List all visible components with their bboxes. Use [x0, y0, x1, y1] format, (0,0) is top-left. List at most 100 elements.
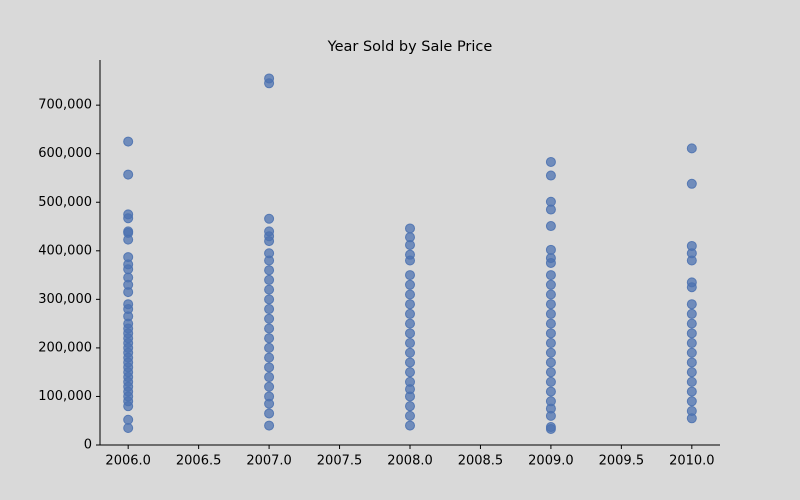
point — [123, 213, 134, 224]
point — [545, 357, 556, 368]
point — [264, 236, 275, 247]
point — [545, 376, 556, 387]
point — [264, 398, 275, 409]
point — [264, 294, 275, 305]
point — [686, 282, 697, 293]
point — [264, 313, 275, 324]
point — [123, 414, 134, 425]
point — [545, 410, 556, 421]
point — [264, 372, 275, 383]
point — [405, 270, 415, 281]
point — [405, 328, 415, 339]
x-tick-label: 2009.0 — [528, 454, 574, 469]
point — [686, 255, 697, 266]
point — [264, 255, 275, 266]
point — [405, 410, 415, 421]
y-tick-label: 200,000 — [38, 340, 92, 355]
point — [545, 244, 556, 255]
point — [545, 386, 556, 397]
point — [123, 264, 134, 275]
point — [686, 396, 697, 407]
point — [545, 289, 556, 300]
point — [264, 333, 275, 344]
x-tick-label: 2008.0 — [387, 454, 433, 469]
point — [264, 342, 275, 353]
x-tick-label: 2007.5 — [317, 454, 363, 469]
point — [545, 308, 556, 319]
point — [405, 223, 415, 234]
x-tick-label: 2008.5 — [458, 454, 504, 469]
point — [686, 308, 697, 319]
point — [123, 401, 134, 412]
point — [545, 299, 556, 310]
point — [405, 239, 415, 250]
point — [264, 284, 275, 295]
point — [405, 308, 415, 319]
chart-title: Year Sold by Sale Price — [327, 39, 493, 55]
point — [686, 338, 697, 349]
y-tick-label: 300,000 — [38, 292, 92, 307]
point — [686, 386, 697, 397]
point — [123, 423, 134, 434]
point — [264, 304, 275, 315]
point — [405, 357, 415, 368]
point — [264, 213, 275, 224]
point — [123, 234, 134, 245]
point — [545, 318, 556, 329]
point — [686, 413, 697, 424]
y-tick-label: 0 — [84, 438, 92, 453]
point — [545, 338, 556, 349]
y-tick-label: 400,000 — [38, 243, 92, 258]
y-tick-label: 600,000 — [38, 146, 92, 161]
point — [264, 362, 275, 373]
point — [545, 156, 556, 167]
point — [686, 357, 697, 368]
point — [686, 347, 697, 358]
point — [545, 221, 556, 232]
point — [405, 318, 415, 329]
point — [264, 352, 275, 363]
point — [686, 328, 697, 339]
point — [545, 367, 556, 378]
point — [405, 289, 415, 300]
point — [405, 367, 415, 378]
point — [686, 178, 697, 189]
y-tick-label: 500,000 — [38, 195, 92, 210]
point — [686, 376, 697, 387]
point — [123, 169, 134, 180]
point — [545, 279, 556, 290]
point — [264, 274, 275, 285]
point — [123, 287, 134, 298]
point — [264, 408, 275, 419]
point — [405, 299, 415, 310]
x-tick-label: 2006.0 — [105, 454, 151, 469]
point — [264, 78, 275, 89]
point — [123, 136, 134, 147]
point — [545, 257, 556, 268]
point — [545, 270, 556, 281]
point — [545, 328, 556, 339]
point — [545, 204, 556, 215]
x-tick-label: 2009.5 — [599, 454, 645, 469]
y-tick-label: 700,000 — [38, 98, 92, 113]
point — [405, 338, 415, 349]
point — [405, 401, 415, 412]
point — [545, 423, 556, 434]
point — [545, 170, 556, 181]
point — [405, 391, 415, 402]
point — [264, 420, 275, 431]
x-tick-label: 2006.5 — [176, 454, 222, 469]
y-tick-label: 100,000 — [38, 389, 92, 404]
point — [405, 347, 415, 358]
point — [686, 318, 697, 329]
point — [686, 143, 697, 154]
point — [686, 367, 697, 378]
point — [405, 255, 415, 266]
point — [264, 265, 275, 276]
point — [545, 347, 556, 358]
x-tick-label: 2010.0 — [669, 454, 715, 469]
point — [264, 381, 275, 392]
x-tick-label: 2007.0 — [246, 454, 292, 469]
point — [686, 299, 697, 310]
